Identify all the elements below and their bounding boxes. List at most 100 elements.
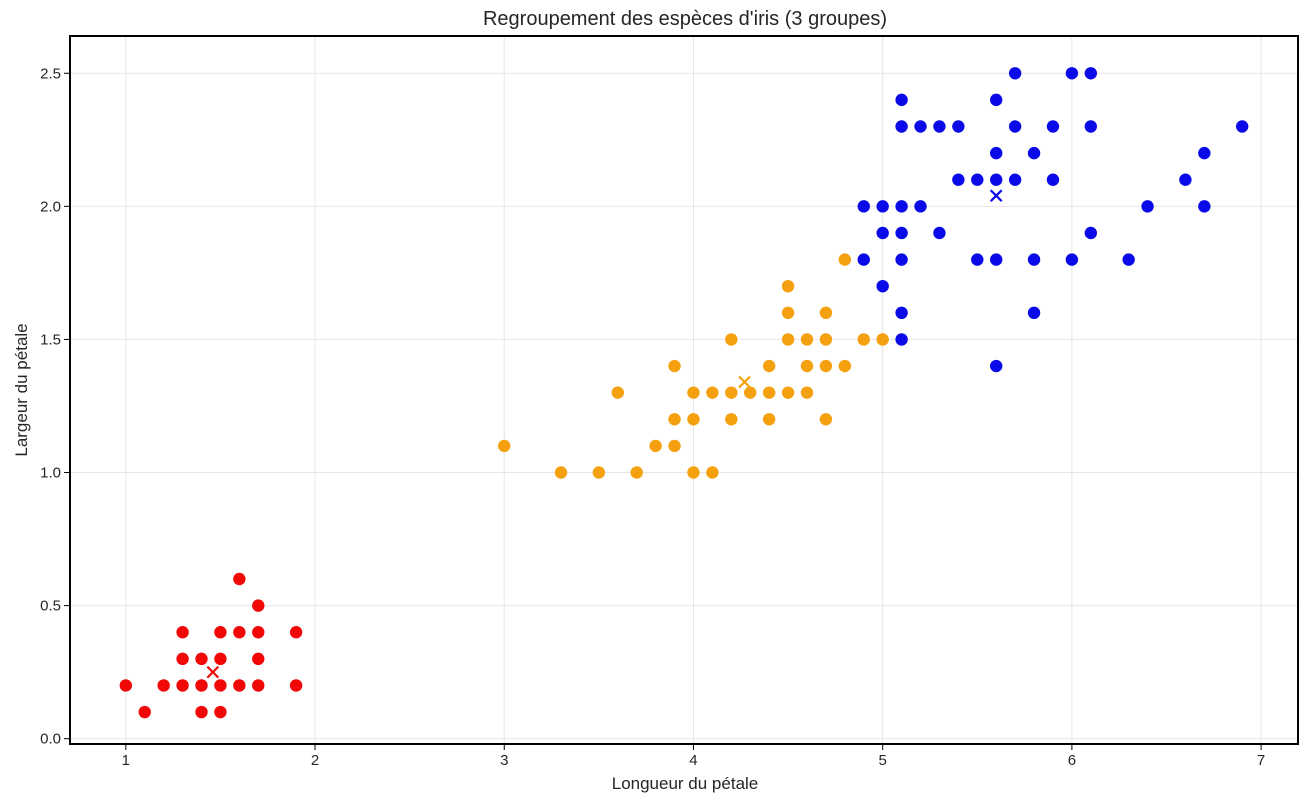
data-point-cluster-2 <box>630 466 643 479</box>
data-point-cluster-2 <box>800 359 814 373</box>
data-point-cluster-3 <box>1141 200 1154 213</box>
y-tick-label: 0.5 <box>40 598 61 615</box>
data-point-cluster-3 <box>876 200 889 213</box>
data-point-cluster-1 <box>214 626 227 639</box>
data-point-cluster-1 <box>119 679 133 692</box>
y-tick-label: 1.0 <box>40 465 61 482</box>
y-tick-label: 2.5 <box>40 65 61 82</box>
data-point-cluster-1 <box>233 679 246 692</box>
x-axis-ticks: 1 2 3 4 5 6 7 <box>122 744 1265 769</box>
data-point-cluster-3 <box>895 93 908 107</box>
data-point-cluster-2 <box>668 359 681 373</box>
data-point-cluster-3 <box>1198 146 1211 160</box>
data-point-cluster-2 <box>762 359 776 373</box>
data-point-cluster-2 <box>725 386 738 399</box>
data-point-cluster-3 <box>1008 67 1022 80</box>
data-point-cluster-3 <box>990 146 1003 160</box>
centroid-stroke <box>738 375 751 389</box>
data-point-cluster-2 <box>687 466 700 479</box>
data-point-cluster-2 <box>762 413 776 426</box>
data-point-cluster-1 <box>176 679 189 692</box>
data-point-cluster-3 <box>990 359 1003 373</box>
data-point-cluster-2 <box>762 386 776 399</box>
data-point-cluster-1 <box>289 679 303 692</box>
data-point-cluster-2 <box>838 359 852 373</box>
data-point-cluster-3 <box>1008 120 1022 133</box>
data-point-cluster-3 <box>914 200 927 213</box>
data-point-cluster-3 <box>1008 173 1022 186</box>
grid <box>70 36 1298 744</box>
x-tick-label: 4 <box>689 752 697 769</box>
data-point-cluster-1 <box>252 626 265 639</box>
data-point-cluster-2 <box>744 386 757 399</box>
data-point-cluster-2 <box>838 253 852 266</box>
data-point-cluster-3 <box>857 253 870 266</box>
data-point-cluster-1 <box>252 652 265 666</box>
data-point-cluster-2 <box>611 386 624 399</box>
data-point-cluster-1 <box>195 705 208 719</box>
centroid-marker-cluster-2 <box>738 375 751 389</box>
y-tick-label: 1.5 <box>40 331 61 348</box>
data-point-cluster-3 <box>895 120 908 133</box>
x-tick-label: 7 <box>1257 752 1265 769</box>
data-point-cluster-2 <box>706 466 719 479</box>
data-point-cluster-3 <box>1235 120 1249 133</box>
data-point-cluster-2 <box>592 466 606 479</box>
data-point-cluster-3 <box>895 306 908 320</box>
data-point-cluster-3 <box>895 253 908 266</box>
y-tick-label: 0.0 <box>40 731 61 748</box>
data-point-cluster-2 <box>687 386 700 399</box>
data-point-cluster-3 <box>895 226 908 240</box>
data-point-cluster-1 <box>233 626 246 639</box>
data-points <box>119 67 1249 719</box>
data-point-cluster-2 <box>876 333 889 346</box>
centroid-marker-cluster-1 <box>206 665 220 679</box>
data-point-cluster-3 <box>933 226 946 240</box>
data-point-cluster-3 <box>857 200 870 213</box>
data-point-cluster-1 <box>176 652 189 666</box>
data-point-cluster-1 <box>214 652 227 666</box>
centroids <box>206 189 1003 679</box>
data-point-cluster-1 <box>252 679 265 692</box>
data-point-cluster-2 <box>554 466 568 479</box>
y-tick-label: 2.0 <box>40 198 61 215</box>
data-point-cluster-2 <box>668 439 681 453</box>
data-point-cluster-3 <box>1046 173 1060 186</box>
x-tick-label: 2 <box>311 752 319 769</box>
centroid-stroke <box>206 665 220 679</box>
data-point-cluster-2 <box>819 333 833 346</box>
data-point-cluster-3 <box>1065 67 1079 80</box>
data-point-cluster-1 <box>138 705 151 719</box>
data-point-cluster-3 <box>1084 226 1098 240</box>
data-point-cluster-1 <box>233 572 246 586</box>
data-point-cluster-1 <box>289 626 303 639</box>
data-point-cluster-3 <box>1046 120 1060 133</box>
data-point-cluster-3 <box>990 253 1003 266</box>
data-point-cluster-2 <box>781 333 795 346</box>
data-point-cluster-2 <box>725 333 738 346</box>
y-axis-ticks: 0.0 0.5 1.0 1.5 2.0 2.5 <box>40 65 70 748</box>
data-point-cluster-1 <box>176 626 189 639</box>
data-point-cluster-3 <box>990 93 1003 107</box>
x-tick-label: 3 <box>500 752 508 769</box>
data-point-cluster-2 <box>649 439 662 453</box>
data-point-cluster-3 <box>952 173 965 186</box>
centroid-marker-cluster-3 <box>989 189 1003 202</box>
data-point-cluster-2 <box>857 333 870 346</box>
data-point-cluster-2 <box>687 413 700 426</box>
data-point-cluster-3 <box>971 253 984 266</box>
data-point-cluster-1 <box>214 679 227 692</box>
data-point-cluster-3 <box>1065 253 1079 266</box>
data-point-cluster-2 <box>668 413 681 426</box>
data-point-cluster-2 <box>800 386 814 399</box>
data-point-cluster-2 <box>781 279 795 293</box>
data-point-cluster-1 <box>195 652 208 666</box>
data-point-cluster-3 <box>914 120 927 133</box>
data-point-cluster-3 <box>895 200 908 213</box>
x-tick-label: 1 <box>122 752 130 769</box>
data-point-cluster-2 <box>781 386 795 399</box>
data-point-cluster-2 <box>706 386 719 399</box>
data-point-cluster-3 <box>1084 67 1098 80</box>
